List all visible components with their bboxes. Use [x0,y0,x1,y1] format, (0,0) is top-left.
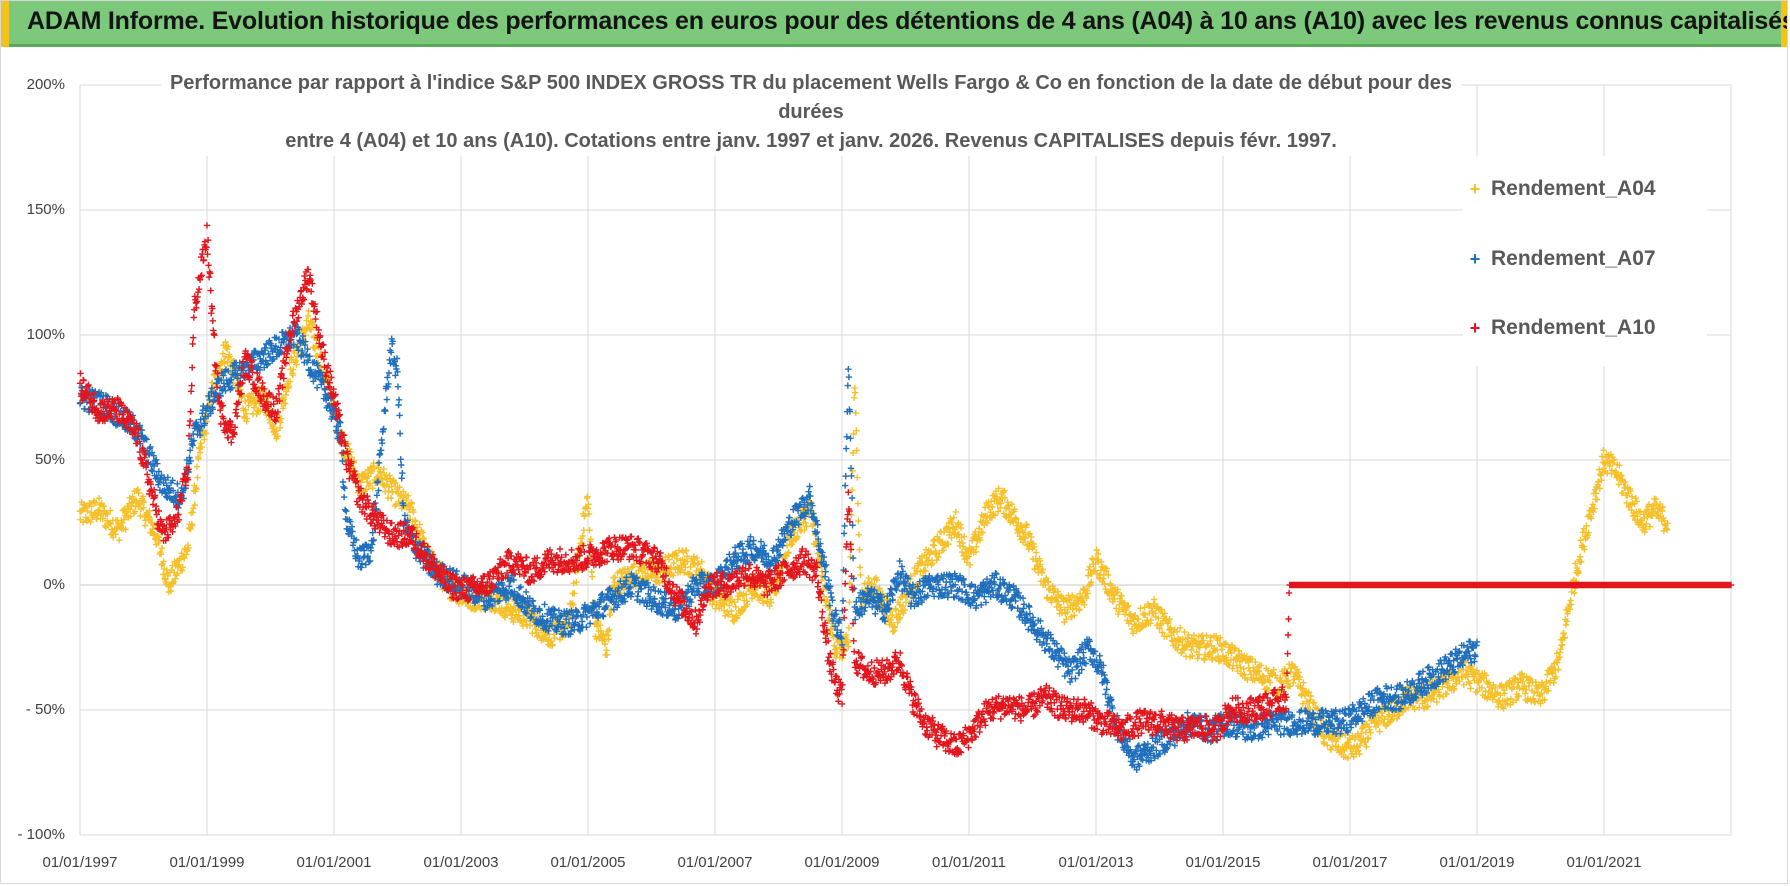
legend-item-a07: + Rendement_A07 [1463,242,1656,276]
legend-marker-a10: + [1469,317,1481,338]
legend-item-a04: + Rendement_A04 [1463,172,1656,206]
y-tick-label: 200% [26,76,65,93]
x-tick-label: 01/01/1997 [42,854,118,871]
report-banner: ADAM Informe. Evolution historique des p… [1,1,1788,47]
banner-corner-left [1,1,9,47]
x-tick-label: 01/01/2021 [1566,854,1642,871]
x-tick-label: 01/01/2003 [423,854,499,871]
y-tick-label: 50% [34,451,65,468]
x-tick-label: 01/01/2001 [296,854,372,871]
x-tick-label: 01/01/2005 [550,854,626,871]
x-tick-label: 01/01/2019 [1439,854,1515,871]
series-Rendement_A10 [76,222,1735,758]
x-tick-label: 01/01/1999 [169,854,245,871]
y-tick-label: - 100% [17,826,65,843]
legend-label-a07: Rendement_A07 [1491,247,1656,270]
x-tick-label: 01/01/2015 [1185,854,1261,871]
legend-marker-a07: + [1469,248,1481,269]
report-title: ADAM Informe. Evolution historique des p… [27,7,1788,35]
series-points-Rendement_A10 [76,222,1735,758]
legend-label-a10: Rendement_A10 [1491,316,1656,339]
y-tick-label: - 50% [25,701,65,718]
y-tick-label: 150% [26,201,65,218]
legend-item-a10: + Rendement_A10 [1463,311,1656,345]
chart-plot [76,84,1735,836]
series-layer [76,222,1735,773]
x-tick-label: 01/01/2017 [1312,854,1388,871]
y-tick-label: 100% [26,326,65,343]
chart-title: Performance par rapport à l'indice S&P 5… [161,69,1461,156]
chart-legend: + Rendement_A04 + Rendement_A07 + Rendem… [1463,156,1707,366]
x-tick-label: 01/01/2011 [932,854,1006,871]
x-tick-label: 01/01/2013 [1058,854,1134,871]
chart-title-line-1: Performance par rapport à l'indice S&P 5… [169,72,1453,123]
x-tick-label: 01/01/2009 [804,854,880,871]
banner-corner-right [1781,1,1787,47]
legend-marker-a04: + [1469,178,1481,199]
x-tick-label: 01/01/2007 [677,854,753,871]
series-Rendement_A07 [76,320,1481,773]
legend-label-a04: Rendement_A04 [1491,177,1656,200]
chart-title-line-2: entre 4 (A04) et 10 ans (A10). Cotations… [285,130,1337,152]
y-tick-label: 0% [43,576,65,593]
series-points-Rendement_A07 [76,320,1481,773]
